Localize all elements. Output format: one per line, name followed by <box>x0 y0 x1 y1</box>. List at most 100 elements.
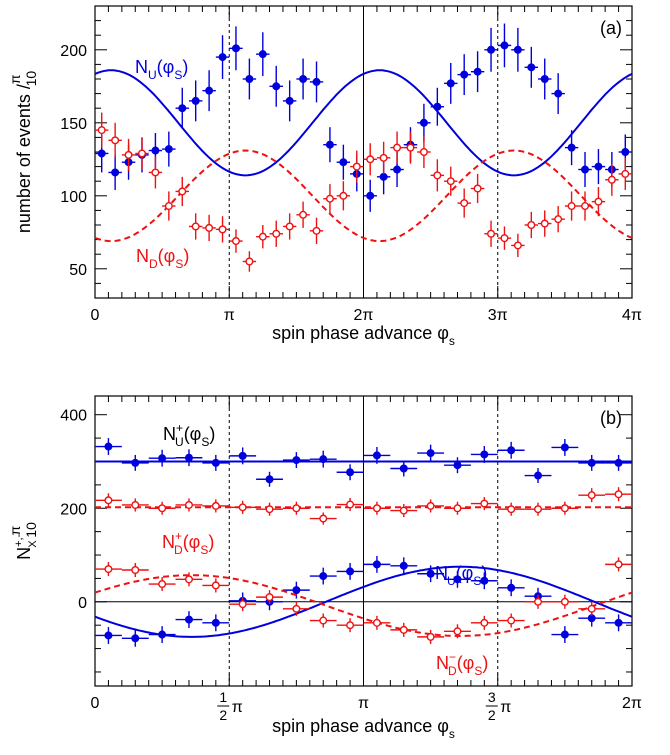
data-point <box>554 89 563 98</box>
y-tick-label: 400 <box>60 408 87 425</box>
data-point <box>460 70 469 79</box>
data-point <box>211 618 220 627</box>
data-point <box>339 191 348 200</box>
x-tick-label: π <box>358 695 369 712</box>
data-point <box>419 147 428 156</box>
data-point <box>581 202 590 211</box>
data-point <box>487 45 496 54</box>
data-point <box>366 155 375 164</box>
data-point <box>480 450 489 459</box>
data-point <box>419 118 428 127</box>
panel-label: (a) <box>600 18 622 38</box>
series-1 <box>95 487 632 525</box>
series-0 <box>95 438 632 487</box>
data-point <box>594 197 603 206</box>
data-point <box>587 491 596 500</box>
data-point <box>621 169 630 178</box>
data-point <box>218 225 227 234</box>
data-point <box>446 177 455 186</box>
data-point <box>231 237 240 246</box>
data-point <box>131 634 140 643</box>
y-tick-label: 150 <box>60 116 87 133</box>
series-label: N+ U(φS) <box>163 421 215 449</box>
data-point <box>191 222 200 231</box>
data-point <box>372 504 381 513</box>
series-label: NU(φS) <box>135 57 188 82</box>
data-point <box>312 77 321 86</box>
x-tick-label: 0 <box>91 695 100 712</box>
data-point <box>319 514 328 523</box>
data-point <box>104 496 113 505</box>
data-point <box>104 442 113 451</box>
data-point <box>614 490 623 499</box>
x-tick-unit: π <box>500 699 511 716</box>
data-point <box>433 171 442 180</box>
data-point <box>265 505 274 514</box>
data-point <box>319 572 328 581</box>
data-point <box>238 503 247 512</box>
data-point <box>211 501 220 510</box>
data-point <box>399 464 408 473</box>
x-tick-label: 2π <box>354 307 374 324</box>
x-tick-label: 2π <box>622 695 642 712</box>
data-point <box>446 79 455 88</box>
data-point <box>104 631 113 640</box>
x-tick-frac-num: 3 <box>488 689 496 705</box>
data-point <box>453 575 462 584</box>
x-tick-label: 3π <box>488 307 508 324</box>
data-point <box>312 226 321 235</box>
x-axis-label: spin phase advance φs <box>272 323 455 348</box>
data-point <box>480 499 489 508</box>
data-point <box>399 561 408 570</box>
data-point <box>137 149 146 158</box>
x-tick-label-fraction: 3 2 π <box>485 689 511 723</box>
data-point <box>299 74 308 83</box>
data-point <box>346 468 355 477</box>
data-point <box>453 461 462 470</box>
data-point <box>285 96 294 105</box>
data-point <box>131 500 140 509</box>
data-point <box>567 143 576 152</box>
data-point <box>258 50 267 59</box>
series-2 <box>94 555 633 647</box>
data-point <box>272 82 281 91</box>
data-point <box>238 600 247 609</box>
data-point <box>366 191 375 200</box>
data-point <box>131 458 140 467</box>
data-point <box>507 616 516 625</box>
data-point <box>507 446 516 455</box>
data-point <box>325 194 334 203</box>
data-point <box>104 565 113 574</box>
y-tick-label: 100 <box>60 189 87 206</box>
data-point <box>433 102 442 111</box>
data-point <box>238 451 247 460</box>
data-point <box>406 143 415 152</box>
data-point <box>426 632 435 641</box>
data-point <box>164 202 173 211</box>
data-point <box>379 153 388 162</box>
data-point <box>164 145 173 154</box>
data-point <box>614 458 623 467</box>
data-point <box>158 630 167 639</box>
data-point <box>460 199 469 208</box>
series-label: N− D(φS) <box>436 650 488 678</box>
data-point <box>540 219 549 228</box>
data-point <box>560 504 569 513</box>
data-point <box>265 593 274 602</box>
data-point <box>480 618 489 627</box>
fit-curve <box>94 69 633 177</box>
data-point <box>372 451 381 460</box>
data-point <box>151 146 160 155</box>
data-point <box>131 566 140 575</box>
y-tick-label: 0 <box>78 595 87 612</box>
data-point <box>594 162 603 171</box>
data-point <box>211 581 220 590</box>
data-point <box>97 126 106 135</box>
x-tick-frac-num: 1 <box>219 689 227 705</box>
data-point <box>513 241 522 250</box>
data-point <box>265 475 274 484</box>
data-point <box>453 627 462 636</box>
data-point <box>426 569 435 578</box>
data-point <box>352 162 361 171</box>
data-point <box>292 456 301 465</box>
